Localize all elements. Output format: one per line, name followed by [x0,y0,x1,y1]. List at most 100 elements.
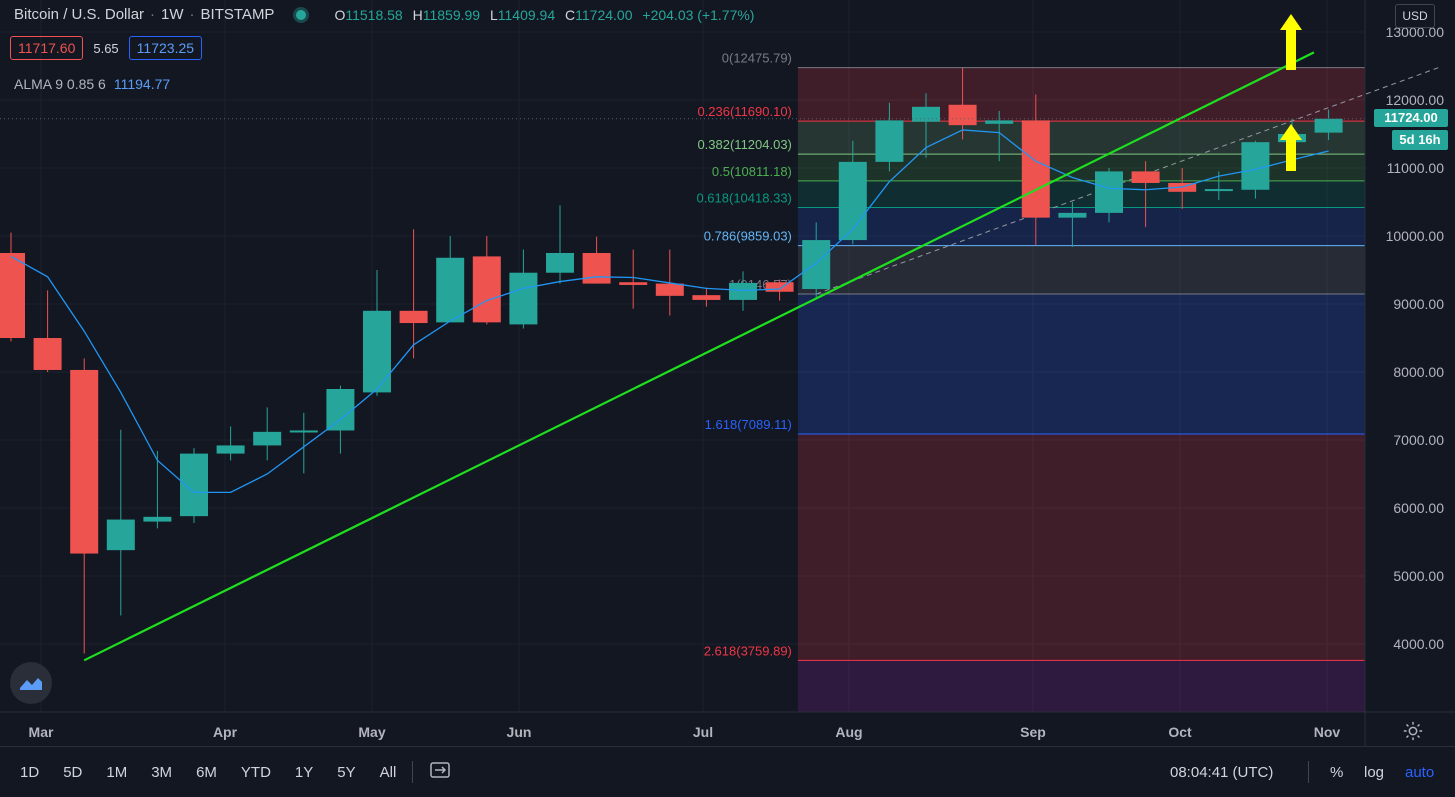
exchange-label: BITSTAMP [200,6,275,23]
price-axis-label: 11000.00 [1387,160,1445,176]
candle-up [289,412,318,474]
candle-up [875,102,904,172]
log-scale-button[interactable]: log [1364,763,1385,781]
candle-up [216,426,245,461]
candle-body [1131,171,1160,183]
range-1m-button[interactable]: 1M [106,763,128,781]
candle-body [655,283,684,296]
candle-body [180,453,208,517]
indicator-legend[interactable]: ALMA 9 0.85 6 11194.77 [14,76,170,92]
range-1d-button[interactable]: 1D [20,763,40,781]
candle-body [692,295,721,300]
candle-up [436,236,465,323]
bid-ask-row: 11717.60 5.65 11723.25 [10,36,203,60]
candle-body [1058,212,1087,218]
candle-body [546,253,574,273]
candle-body [216,445,245,454]
candle-body [985,120,1014,124]
candle-body [363,310,391,393]
time-axis-label: Apr [213,724,238,740]
sell-price-button[interactable]: 11717.60 [10,36,84,60]
candle-up [253,407,282,461]
candle-up [729,271,757,311]
candle-down [765,279,794,301]
price-axis-label: 7000.00 [1393,432,1444,448]
price-axis-label: 5000.00 [1393,568,1444,584]
indicator-value: 11194.77 [113,76,171,92]
candle-body [436,257,465,323]
candle-body [912,106,940,122]
candle-up [143,450,172,529]
price-axis-label: 13000.00 [1386,24,1445,40]
open-value: 11518.58 [345,6,403,23]
symbol-name[interactable]: Bitcoin / U.S. Dollar [14,6,145,23]
time-axis-label: Nov [1314,724,1341,740]
fib-level-label: 0.618(10418.33) [696,191,791,206]
arrow-shaft [1286,138,1296,171]
utc-clock[interactable]: 08:04:41 (UTC) [1170,763,1274,781]
candle-down [33,290,62,372]
chart-legend: Bitcoin / U.S. Dollar · 1W · BITSTAMP O1… [14,6,755,23]
settings-gear-icon[interactable] [1402,720,1424,742]
candle-body [253,431,282,446]
tradingview-logo-icon[interactable] [10,662,52,704]
candle-body [143,516,172,522]
candle-body [948,104,977,126]
candle-body [1241,142,1270,190]
candle-body [729,282,757,300]
fib-zone [797,245,1365,295]
time-axis-label: Sep [1020,724,1046,740]
fib-level-label: 0.236(11690.10) [697,104,791,119]
fib-level-label: 0.5(10811.18) [712,164,792,179]
buy-price-button[interactable]: 11723.25 [128,36,203,60]
date-range-icon[interactable] [429,761,451,783]
price-chart[interactable]: 0(12475.79) 0.236(11690.10) 0.382(11204.03… [0,0,1455,746]
time-axis-label: Jun [507,724,532,740]
candle-body [582,253,611,284]
range-5d-button[interactable]: 5D [63,763,83,781]
candle-down [692,287,721,307]
low-value: 11409.94 [497,6,556,23]
auto-scale-button[interactable]: auto [1405,763,1435,781]
range-1y-button[interactable]: 1Y [294,763,314,781]
fib-level-label: 2.618(3759.89) [704,643,792,658]
range-5y-button[interactable]: 5Y [337,763,356,781]
percent-scale-button[interactable]: % [1330,763,1344,781]
range-all-button[interactable]: All [379,763,397,781]
candle-up [106,429,135,616]
candle-body [1314,118,1343,133]
candle-up [802,222,831,298]
candle-body [802,240,831,290]
close-value: 11724.00 [575,6,633,23]
candle-down [0,232,25,342]
candle-body [472,256,501,323]
fib-level-label: 0.382(11204.03) [697,137,791,152]
up-arrow-icon [1280,124,1302,171]
candle-body [509,272,538,325]
high-value: 11859.99 [422,6,481,23]
time-axis-label: Jul [693,724,713,740]
market-status-icon[interactable] [296,9,307,20]
range-6m-button[interactable]: 6M [196,763,217,781]
price-axis-label: 6000.00 [1393,500,1444,516]
candle-body [1095,171,1123,213]
candle-body [1204,189,1233,192]
time-axis-label: Aug [835,724,862,740]
interval-label[interactable]: 1W [161,6,184,23]
ohlc-values: O11518.58 H11859.99 L11409.94 C11724.00 … [334,6,755,23]
fib-level-label: 0(12475.79) [722,51,792,66]
candle-body [70,369,99,554]
change-value: +204.03 (+1.77%) [642,6,755,23]
price-axis-label: 10000.00 [1386,228,1445,244]
fib-zone [797,660,1365,712]
range-ytd-button[interactable]: YTD [240,763,271,781]
price-axis-label: 8000.00 [1393,364,1444,380]
arrow-shaft [1286,28,1296,70]
candle-down [399,229,428,359]
currency-button[interactable]: USD [1395,4,1435,28]
fib-level-label: 1.618(7089.11) [705,417,792,432]
candle-body [875,120,904,162]
price-axis-label: 12000.00 [1386,92,1445,108]
range-3m-button[interactable]: 3M [151,763,173,781]
toolbar-divider [1308,761,1309,783]
